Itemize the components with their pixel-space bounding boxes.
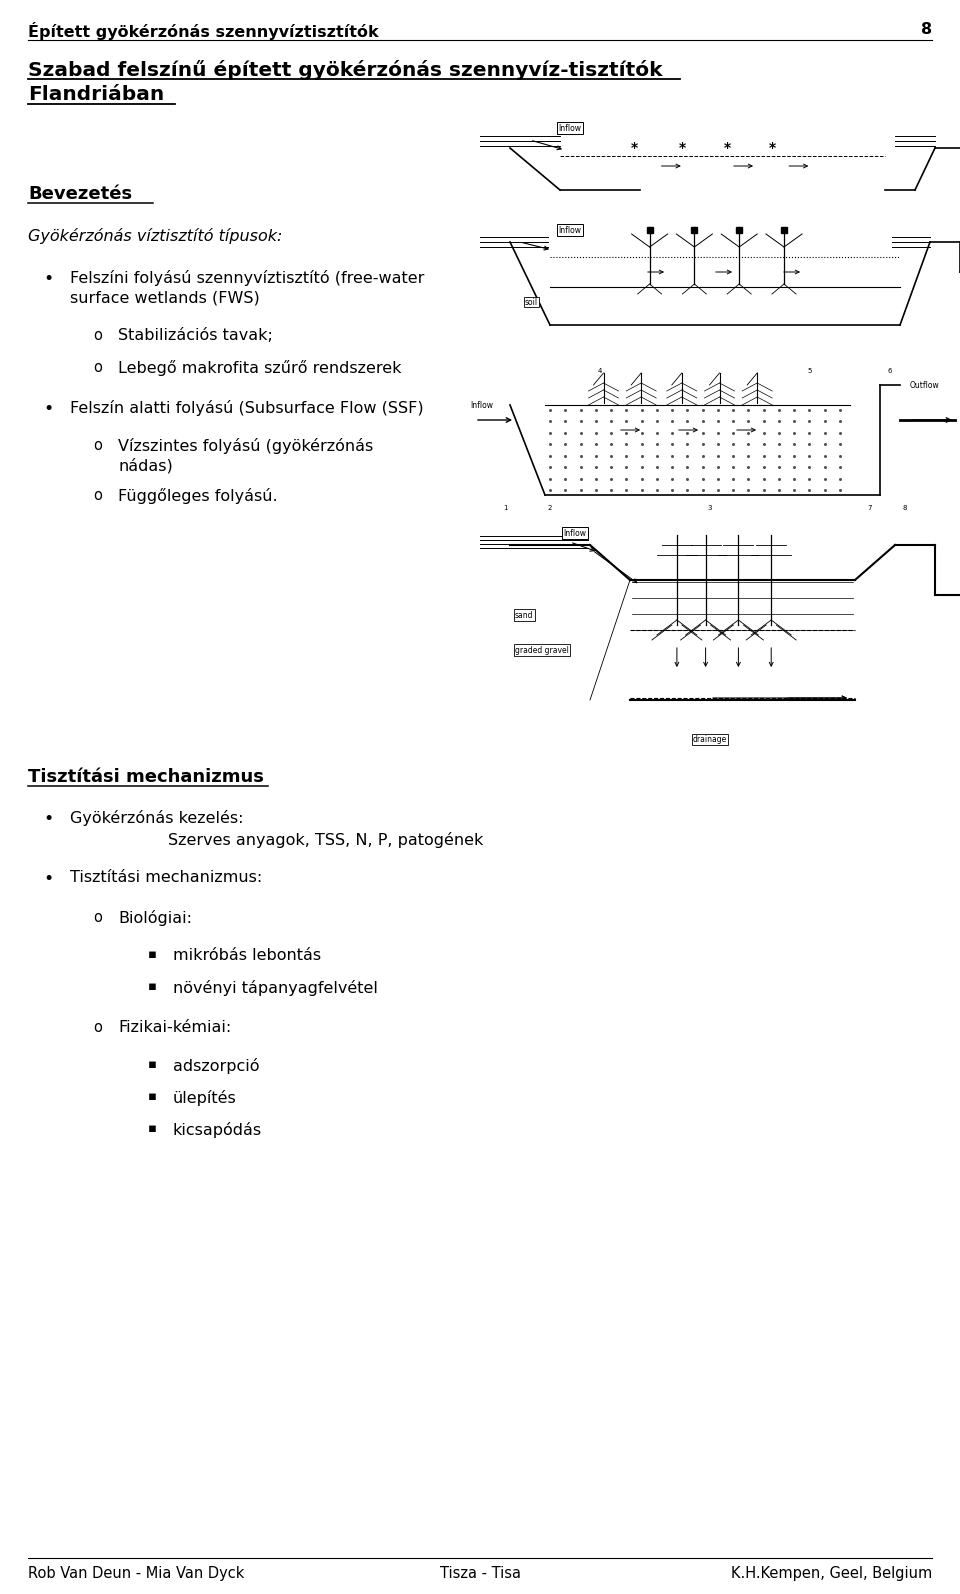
Text: Épített gyökérzónás szennyvíztisztítók: Épített gyökérzónás szennyvíztisztítók <box>28 22 378 40</box>
Text: Gyökérzónás víztisztító típusok:: Gyökérzónás víztisztító típusok: <box>28 228 282 244</box>
Text: Tisztítási mechanizmus: Tisztítási mechanizmus <box>28 768 264 786</box>
Text: •: • <box>43 269 53 289</box>
Text: *: * <box>724 140 731 155</box>
Text: K.H.Kempen, Geel, Belgium: K.H.Kempen, Geel, Belgium <box>731 1565 932 1581</box>
Text: soil: soil <box>525 298 539 306</box>
Text: 2: 2 <box>548 505 552 512</box>
Text: 4: 4 <box>598 368 602 375</box>
Text: Stabilizációs tavak;: Stabilizációs tavak; <box>118 328 273 343</box>
Text: Felszíni folyású szennyvíztisztító (free-water: Felszíni folyású szennyvíztisztító (free… <box>70 269 424 285</box>
Text: Inflow: Inflow <box>559 225 582 234</box>
Text: Gyökérzónás kezelés:: Gyökérzónás kezelés: <box>70 810 244 826</box>
Text: 3: 3 <box>708 505 712 512</box>
Text: Lebegő makrofita szűrő rendszerek: Lebegő makrofita szűrő rendszerek <box>118 360 401 376</box>
Text: 8: 8 <box>921 22 932 37</box>
Text: *: * <box>631 140 637 155</box>
Text: 1: 1 <box>503 505 507 512</box>
Text: o: o <box>93 360 102 375</box>
Text: Inflow: Inflow <box>470 400 493 410</box>
Text: graded gravel: graded gravel <box>515 646 569 655</box>
Text: Tisza - Tisa: Tisza - Tisa <box>440 1565 520 1581</box>
Text: surface wetlands (FWS): surface wetlands (FWS) <box>70 290 260 304</box>
Text: 7: 7 <box>868 505 873 512</box>
Text: Inflow: Inflow <box>559 123 582 132</box>
Text: Tisztítási mechanizmus:: Tisztítási mechanizmus: <box>70 870 262 885</box>
Text: •: • <box>43 870 53 888</box>
Text: drainage: drainage <box>693 735 727 744</box>
Text: ▪: ▪ <box>148 948 157 961</box>
Text: Outflow: Outflow <box>910 381 940 389</box>
Text: ▪: ▪ <box>148 1122 157 1135</box>
Text: •: • <box>43 810 53 827</box>
Text: Biológiai:: Biológiai: <box>118 910 192 926</box>
Text: *: * <box>679 140 686 155</box>
Text: o: o <box>93 1020 102 1035</box>
Text: •: • <box>43 400 53 418</box>
Text: ülepítés: ülepítés <box>173 1090 237 1106</box>
Text: o: o <box>93 910 102 925</box>
Text: Felszín alatti folyású (Subsurface Flow (SSF): Felszín alatti folyású (Subsurface Flow … <box>70 400 423 416</box>
Text: o: o <box>93 438 102 453</box>
Text: Flandriában: Flandriában <box>28 84 164 104</box>
Text: mikróbás lebontás: mikróbás lebontás <box>173 948 322 963</box>
Text: Bevezetés: Bevezetés <box>28 185 132 202</box>
Text: kicsapódás: kicsapódás <box>173 1122 262 1138</box>
Text: 8: 8 <box>902 505 907 512</box>
Text: o: o <box>93 328 102 343</box>
Text: ▪: ▪ <box>148 980 157 993</box>
Text: o: o <box>93 488 102 504</box>
Text: növényi tápanyagfelvétel: növényi tápanyagfelvétel <box>173 980 378 996</box>
Text: adszorpció: adszorpció <box>173 1058 259 1074</box>
Text: 6: 6 <box>888 368 892 375</box>
Text: ▪: ▪ <box>148 1090 157 1103</box>
Text: 5: 5 <box>807 368 812 375</box>
Text: Inflow: Inflow <box>564 529 587 537</box>
Text: Rob Van Deun - Mia Van Dyck: Rob Van Deun - Mia Van Dyck <box>28 1565 245 1581</box>
Text: ▪: ▪ <box>148 1058 157 1071</box>
Text: Szabad felszínű épített gyökérzónás szennyvíz-tisztítók: Szabad felszínű épített gyökérzónás szen… <box>28 61 662 80</box>
Text: Szerves anyagok, TSS, N, P, patogének: Szerves anyagok, TSS, N, P, patogének <box>168 832 484 848</box>
Text: Függőleges folyású.: Függőleges folyású. <box>118 488 277 504</box>
Text: nádas): nádas) <box>118 457 173 473</box>
Text: Vízszintes folyású (gyökérzónás: Vízszintes folyású (gyökérzónás <box>118 438 373 454</box>
Text: Fizikai-kémiai:: Fizikai-kémiai: <box>118 1020 231 1035</box>
Text: sand: sand <box>515 611 534 620</box>
Text: *: * <box>769 140 776 155</box>
